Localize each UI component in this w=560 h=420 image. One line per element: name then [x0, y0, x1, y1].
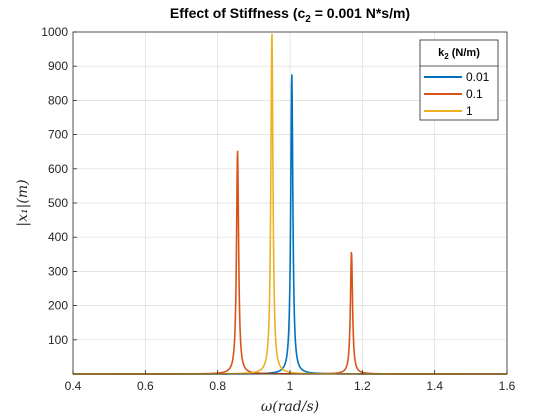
- y-tick-label: 500: [48, 196, 68, 210]
- x-tick-label: 1: [287, 379, 294, 393]
- y-axis-label: |x₁|(m): [15, 179, 31, 226]
- y-tick-label: 600: [48, 162, 68, 176]
- x-tick-label: 0.8: [209, 379, 226, 393]
- y-tick-label: 400: [48, 230, 68, 244]
- y-tick-label: 700: [48, 128, 68, 142]
- x-tick-label: 0.4: [65, 379, 82, 393]
- y-axis-ticks: 100 200 300 400 500 600 700 800 900 1000: [41, 25, 77, 347]
- legend-label-0: 0.01: [466, 70, 490, 84]
- y-tick-label: 100: [48, 333, 68, 347]
- legend-label-1: 0.1: [466, 87, 483, 101]
- x-axis-label: ω(rad/s): [261, 399, 319, 415]
- legend-items: 0.01 0.1 1: [424, 70, 490, 118]
- y-tick-label: 300: [48, 264, 68, 278]
- legend-label-2: 1: [466, 104, 473, 118]
- y-tick-label: 800: [48, 93, 68, 107]
- x-axis-ticks: 0.4 0.6 0.8 1 1.2 1.4 1.6: [65, 370, 516, 393]
- legend-title: k2 (N/m): [438, 47, 480, 61]
- x-tick-label: 1.6: [499, 379, 516, 393]
- x-tick-label: 1.2: [354, 379, 371, 393]
- y-tick-label: 1000: [41, 25, 68, 39]
- chart-title: Effect of Stiffness (c2 = 0.001 N*s/m): [170, 5, 410, 25]
- legend: k2 (N/m) 0.01 0.1 1: [419, 39, 499, 121]
- y-tick-label: 900: [48, 59, 68, 73]
- legend-box: [419, 39, 499, 121]
- x-tick-label: 1.4: [426, 379, 443, 393]
- y-tick-label: 200: [48, 299, 68, 313]
- x-tick-label: 0.6: [137, 379, 154, 393]
